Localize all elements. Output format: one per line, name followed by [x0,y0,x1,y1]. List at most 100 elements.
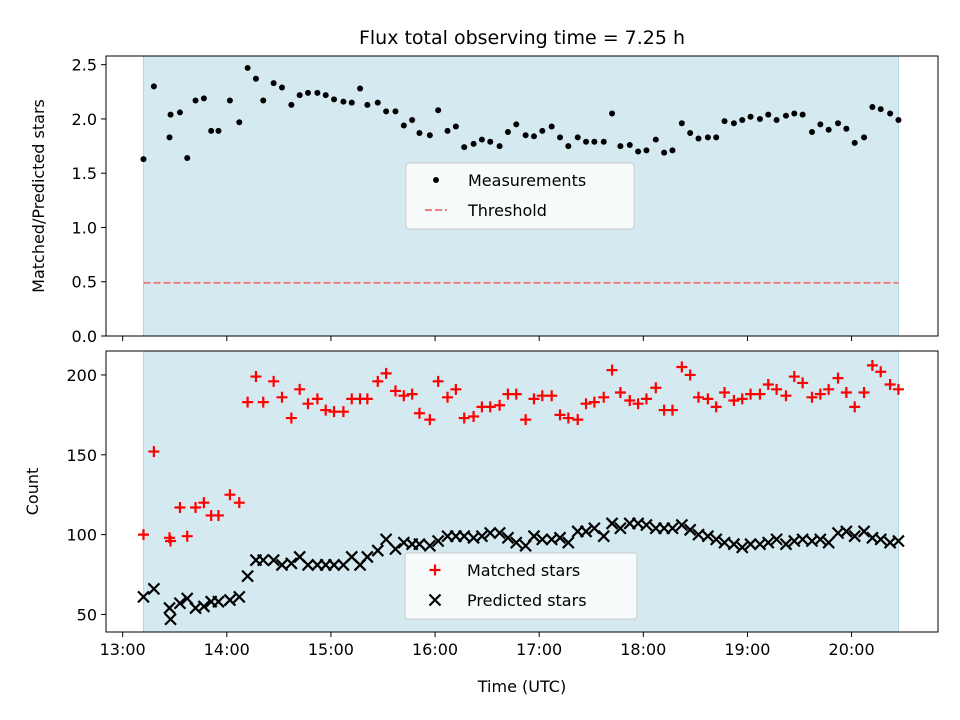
data-point [322,92,329,99]
data-point [747,113,754,120]
data-point [761,536,775,549]
data-point [276,391,288,403]
data-point [861,134,868,141]
data-point [539,127,546,134]
data-point [314,89,321,96]
data-point [580,398,592,410]
data-point [739,117,746,124]
data-point [762,379,774,391]
data-point [554,409,566,421]
data-point [640,393,652,405]
data-point [431,534,445,548]
data-point [702,393,714,405]
series-matched-stars [137,359,904,547]
data-point [192,97,199,104]
data-point [198,497,210,509]
data-point [147,582,161,596]
data-point [233,497,245,509]
data-point [814,533,827,546]
data-point [327,558,341,572]
data-point [536,533,549,546]
data-point [260,97,267,104]
data-point [614,387,626,399]
data-point [487,138,494,145]
data-point [727,537,741,551]
data-point [848,529,861,543]
data-point [181,530,193,542]
data-point [606,364,618,376]
data-point [197,600,211,613]
data-point [553,531,567,545]
data-point [137,529,149,541]
data-point [666,521,679,535]
data-point [413,537,426,551]
data-point [809,128,816,135]
data-point [285,412,297,424]
data-point [256,553,270,567]
data-point [301,558,315,572]
data-point [869,104,876,111]
data-point [597,529,611,543]
y-tick-label: 0.5 [72,273,97,292]
data-point [528,393,540,405]
data-point [389,385,401,397]
data-point [328,406,340,418]
y-tick-label: 200 [66,366,97,385]
data-point [242,396,254,408]
x-tick-label: 15:00 [308,640,354,659]
data-point [640,518,653,532]
data-point [652,136,659,143]
y-tick-label: 150 [66,446,97,465]
data-point [791,110,798,117]
y-tick-label: 1.0 [72,218,97,237]
data-point [835,120,842,127]
data-point [548,123,555,130]
data-point [669,147,676,154]
data-point [212,509,224,521]
data-point [770,533,783,546]
data-point [294,383,306,395]
data-point [167,111,174,118]
legend-box [404,552,638,620]
data-point [224,489,236,501]
data-point [735,541,749,554]
data-point [504,128,511,135]
x-tick-label: 19:00 [724,640,770,659]
data-point [226,97,233,104]
data-point [684,369,696,381]
data-point [884,379,896,391]
data-point [389,542,402,556]
data-point [285,557,298,570]
data-point [756,115,763,122]
data-point [223,593,237,607]
data-point [877,106,884,113]
data-point [632,398,644,410]
data-point [887,110,894,117]
data-point [617,143,624,150]
data-point [288,101,295,108]
legend-label: Matched stars [467,561,580,580]
data-point [710,401,722,413]
data-point [406,388,418,400]
data-point [675,518,689,532]
data-point [252,75,259,82]
data-point [371,544,385,557]
data-point [236,119,243,126]
data-point [704,134,711,141]
data-point [579,525,593,538]
x-tick-label: 20:00 [829,640,875,659]
data-point [513,121,520,128]
data-point [522,132,529,139]
y-tick-label: 100 [66,526,97,545]
data-point [851,139,858,146]
data-point [754,388,766,400]
data-point [832,372,844,384]
data-point [458,412,470,424]
data-point [527,529,541,543]
data-point [892,383,904,395]
data-point [598,391,610,403]
legend-label: Measurements [468,171,586,190]
top-y-axis-title: Matched/Predicted stars [29,99,48,293]
data-point [137,590,150,604]
data-point [719,387,731,399]
